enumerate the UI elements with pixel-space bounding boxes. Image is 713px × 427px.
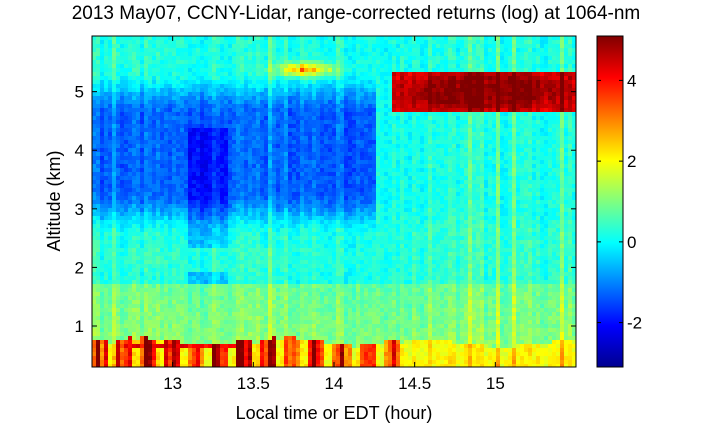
colorbar bbox=[597, 36, 623, 367]
colorbar-frame bbox=[596, 35, 624, 368]
y-axis: 1 2 3 4 5 bbox=[75, 83, 576, 336]
x-tick-label: 13.5 bbox=[237, 374, 270, 393]
x-tick-label: 14 bbox=[325, 374, 344, 393]
x-axis-label: Local time or EDT (hour) bbox=[236, 403, 433, 423]
x-tick-label: 15 bbox=[486, 374, 505, 393]
chart-title: 2013 May07, CCNY-Lidar, range-corrected … bbox=[72, 3, 641, 24]
y-tick-label: 4 bbox=[75, 141, 84, 160]
colorbar-tick-label: 0 bbox=[627, 233, 636, 252]
y-axis-label: Altitude (km) bbox=[44, 150, 64, 251]
x-axis: 13 13.5 14 14.5 15 bbox=[163, 36, 505, 393]
colorbar-tick-label: 4 bbox=[627, 71, 636, 90]
y-tick-label: 2 bbox=[75, 258, 84, 277]
x-tick-label: 13 bbox=[163, 374, 182, 393]
colorbar-tick-label: -2 bbox=[627, 314, 642, 333]
heatmap-image bbox=[92, 36, 576, 367]
y-tick-label: 5 bbox=[75, 83, 84, 102]
x-tick-label: 14.5 bbox=[398, 374, 431, 393]
y-tick-label: 3 bbox=[75, 200, 84, 219]
colorbar-ticks: -2 0 2 4 bbox=[597, 71, 642, 333]
y-tick-label: 1 bbox=[75, 317, 84, 336]
colorbar-tick-label: 2 bbox=[627, 152, 636, 171]
